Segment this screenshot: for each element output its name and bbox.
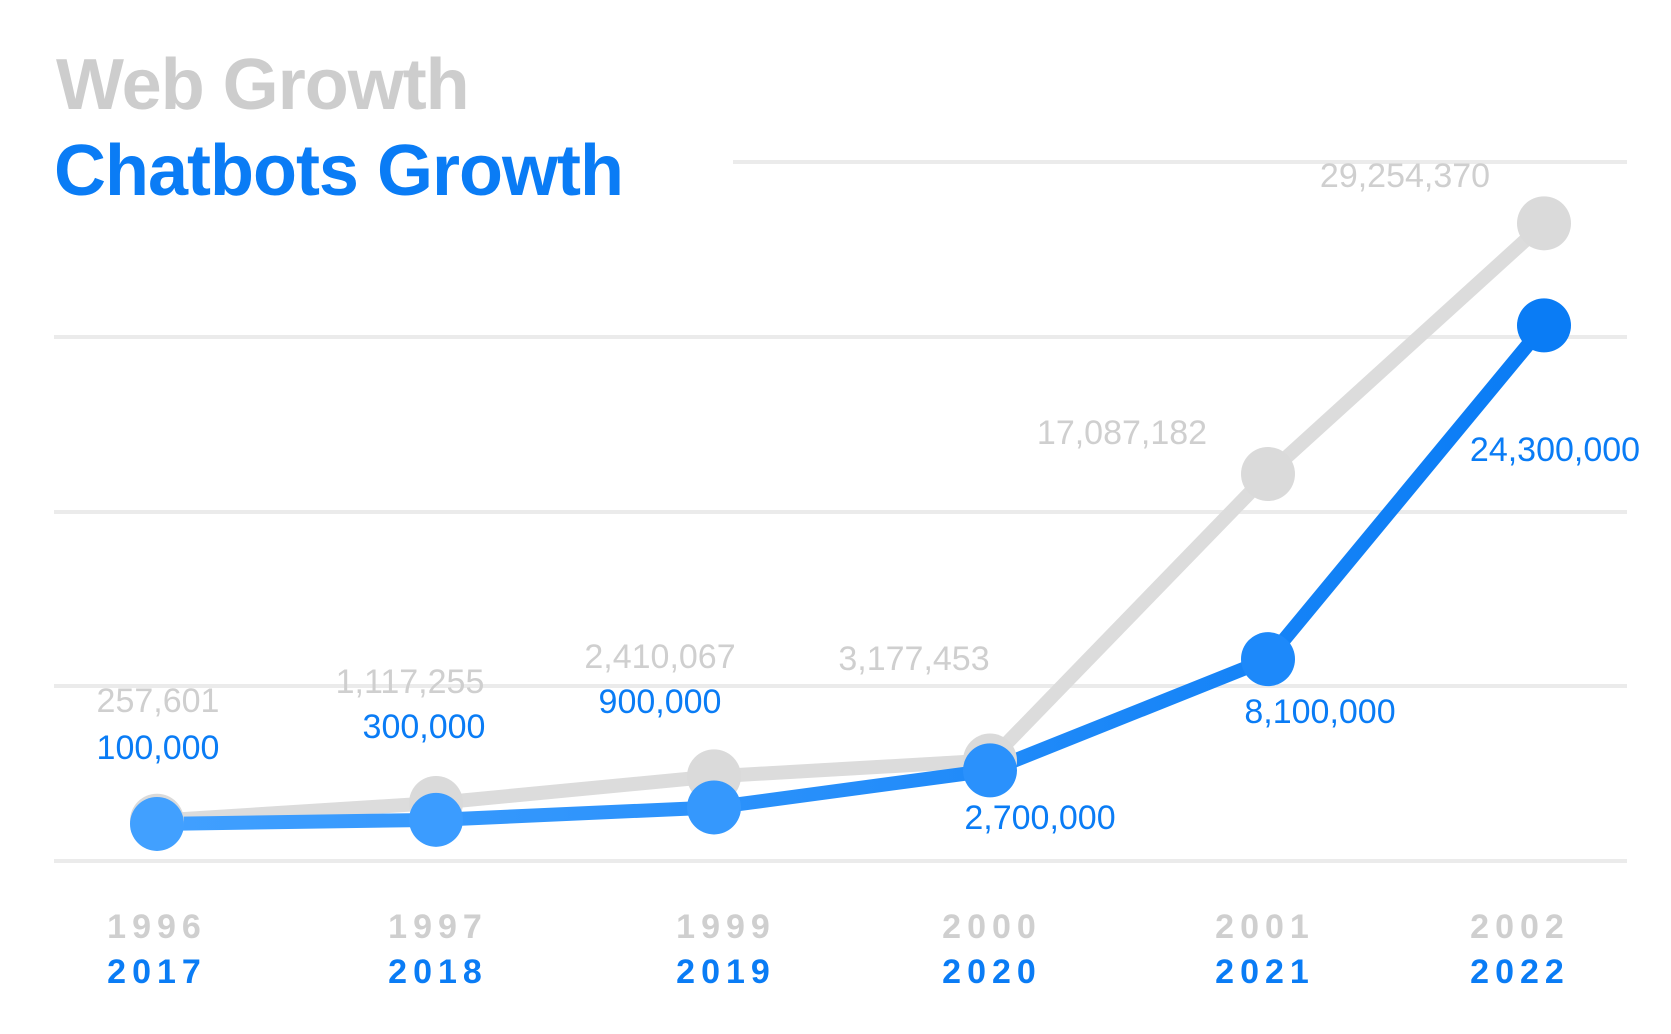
chatbot-value-label-2019: 900,000 xyxy=(599,683,722,721)
gridlines xyxy=(54,160,1627,863)
web-year-label-2002: 2002 xyxy=(1470,908,1570,946)
series-lines xyxy=(150,216,1551,831)
legend-web-growth: Web Growth xyxy=(56,45,470,125)
chatbots-growth-line xyxy=(150,318,1551,831)
data-points xyxy=(130,196,1571,851)
chatbot-value-label-2018: 300,000 xyxy=(363,708,486,746)
web-year-label-1999: 1999 xyxy=(676,908,776,946)
data-labels: 257,601 1,117,255 2,410,067 3,177,453 17,087… xyxy=(97,157,1641,837)
chatbot-value-label-2021: 8,100,000 xyxy=(1244,693,1395,731)
web-year-label-2001: 2001 xyxy=(1215,908,1315,946)
web-point-2001 xyxy=(1241,447,1295,502)
chatbot-value-label-2022: 24,300,000 xyxy=(1470,431,1640,469)
chatbot-year-label-2022: 2022 xyxy=(1470,953,1570,991)
web-year-label-1997: 1997 xyxy=(388,908,488,946)
x-axis-labels: 1996 1997 1999 2000 2001 2002 2017 2018 2019 2020… xyxy=(107,908,1570,991)
web-value-label-1996: 257,601 xyxy=(97,682,220,720)
chatbot-year-label-2017: 2017 xyxy=(107,953,207,991)
chatbot-year-label-2020: 2020 xyxy=(942,953,1042,991)
web-point-2002 xyxy=(1517,196,1571,251)
chatbot-point-2021 xyxy=(1241,632,1295,687)
chatbot-value-label-2017: 100,000 xyxy=(97,729,220,767)
legend-chatbots-growth: Chatbots Growth xyxy=(54,131,624,211)
chatbot-value-label-2020: 2,700,000 xyxy=(964,799,1115,837)
web-value-label-2002: 29,254,370 xyxy=(1320,157,1490,195)
web-value-label-2000: 3,177,453 xyxy=(838,640,989,678)
chatbot-point-2020 xyxy=(963,743,1017,798)
chatbot-point-2017 xyxy=(130,796,184,851)
web-growth-line xyxy=(150,216,1551,828)
chatbot-point-2019 xyxy=(687,780,741,835)
web-year-label-1996: 1996 xyxy=(107,908,207,946)
chatbot-year-label-2021: 2021 xyxy=(1215,953,1315,991)
web-value-label-2001: 17,087,182 xyxy=(1037,414,1207,452)
web-value-label-1999: 2,410,067 xyxy=(584,638,735,676)
chatbot-point-2018 xyxy=(409,792,463,847)
web-year-label-2000: 2000 xyxy=(942,908,1042,946)
chatbot-year-label-2018: 2018 xyxy=(388,953,488,991)
web-value-label-1997: 1,117,255 xyxy=(336,663,485,701)
chatbot-year-label-2019: 2019 xyxy=(676,953,776,991)
chatbot-point-2022 xyxy=(1517,298,1571,353)
